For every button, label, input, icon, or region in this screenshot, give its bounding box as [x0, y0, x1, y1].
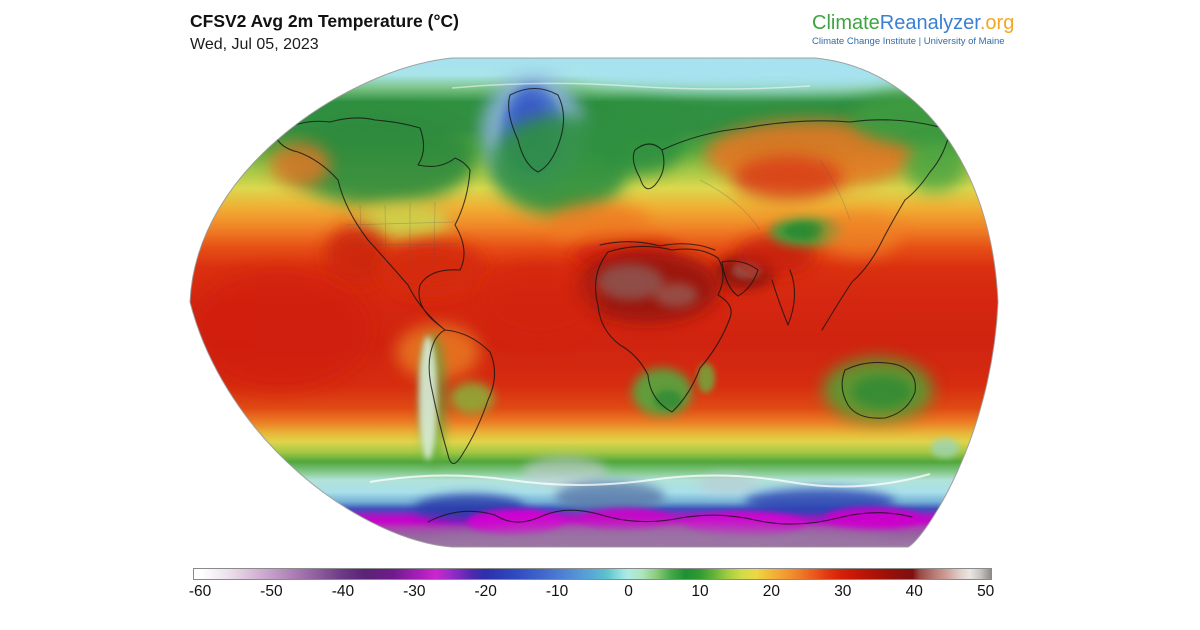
colorbar-tick: 30	[834, 583, 852, 600]
logo-part-climate: Climate	[812, 12, 880, 34]
colorbar-tick: -10	[545, 583, 569, 600]
logo-part-reanalyzer: Reanalyzer	[879, 12, 980, 34]
logo-part-org: .org	[979, 12, 1015, 34]
logo-block: ClimateReanalyzer.org Climate Change Ins…	[812, 12, 1014, 48]
title-block: CFSV2 Avg 2m Temperature (°C) Wed, Jul 0…	[190, 11, 459, 54]
colorbar-tick: -40	[331, 583, 355, 600]
colorbar-tick: 50	[977, 583, 995, 600]
colorbar-tick: 20	[762, 583, 781, 600]
colorbar-tick: 10	[691, 583, 709, 600]
colorbar-tick: -20	[474, 583, 497, 600]
interior-borders	[344, 159, 851, 269]
colorbar-tick: 0	[624, 583, 633, 600]
logo-tagline: Climate Change Institute | University of…	[812, 36, 1005, 47]
ice-edge-lines	[369, 82, 931, 488]
map-outline	[189, 57, 999, 548]
climate-reanalyzer-logo[interactable]: ClimateReanalyzer.org	[812, 12, 1014, 35]
colorbar-tick: -50	[260, 583, 283, 600]
page-title: CFSV2 Avg 2m Temperature (°C)	[190, 11, 459, 31]
map-date: Wed, Jul 05, 2023	[190, 36, 319, 53]
coastlines	[274, 87, 951, 525]
colorbar	[193, 568, 992, 580]
colorbar-tick: -60	[188, 583, 212, 600]
colorbar-tick: -30	[403, 583, 426, 600]
temperature-field	[190, 58, 998, 547]
colorbar-tick: 40	[905, 583, 923, 600]
colorbar-ticks: -60 -50 -40 -30 -20 -10 0 10 20 30 40 50	[189, 583, 995, 605]
